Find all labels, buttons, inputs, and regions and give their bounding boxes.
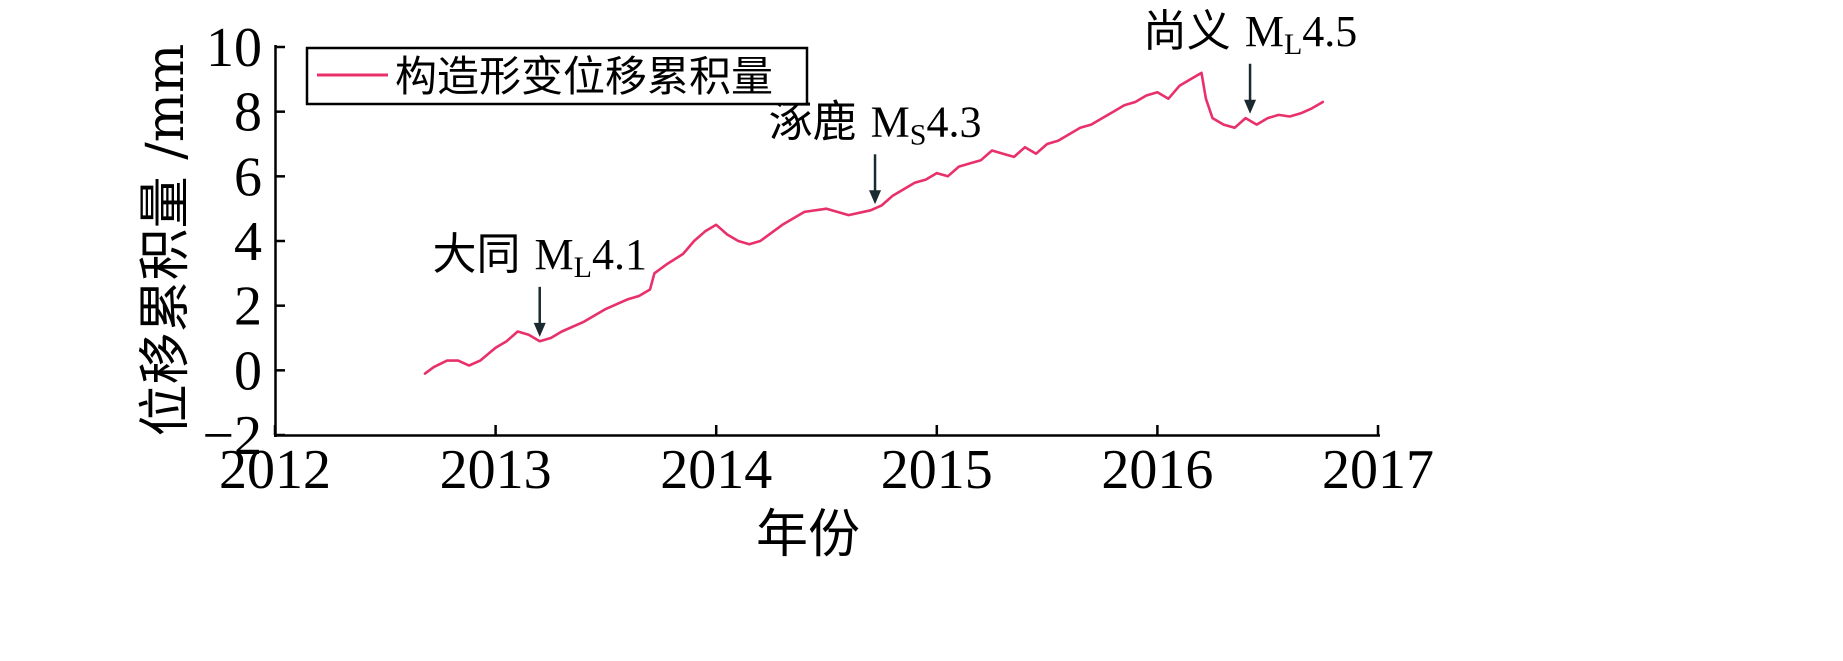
y-tick-label-0: −2	[202, 405, 262, 467]
x-ticks: 2012 2013 2014 2015 2016 2017	[219, 425, 1434, 501]
x-tick-label-2015: 2015	[881, 439, 993, 501]
legend-label: 构造形变位移累积量	[395, 52, 773, 101]
x-tick-label-2017: 2017	[1322, 439, 1434, 501]
x-tick-label-2013: 2013	[440, 439, 552, 501]
annotation-1: 涿鹿 MS4.3	[769, 96, 982, 205]
annotation-0: 大同 ML4.1	[432, 229, 647, 337]
annotations: 大同 ML4.1 涿鹿 MS4.3 尚义 ML4.5	[432, 6, 1357, 337]
y-tick-label-6: 10	[206, 17, 262, 79]
y-tick-label-3: 4	[234, 211, 262, 273]
annotation-2: 尚义 ML4.5	[1143, 6, 1357, 114]
annotation-label: 涿鹿 MS4.3	[769, 96, 982, 151]
legend: 构造形变位移累积量	[305, 46, 809, 106]
legend-box	[305, 46, 809, 106]
series-layer	[423, 71, 1325, 375]
arrow-head-icon	[1244, 99, 1257, 114]
arrow-head-icon	[869, 190, 882, 205]
y-tick-label-5: 8	[234, 82, 262, 144]
y-axis-title: 位移累积量 /mm	[136, 44, 196, 437]
x-tick-label-2016: 2016	[1101, 439, 1213, 501]
x-tick-label-2014: 2014	[660, 439, 772, 501]
series-line-0	[423, 71, 1325, 375]
x-tick-label-2012: 2012	[219, 439, 331, 501]
annotation-label: 大同 ML4.1	[432, 229, 646, 284]
arrow-head-icon	[533, 322, 546, 337]
y-tick-label-4: 6	[234, 146, 262, 208]
y-tick-label-2: 2	[234, 276, 262, 338]
y-tick-label-1: 0	[234, 340, 262, 402]
x-axis-title: 年份	[756, 505, 860, 565]
annotation-label: 尚义 ML4.5	[1143, 6, 1357, 61]
